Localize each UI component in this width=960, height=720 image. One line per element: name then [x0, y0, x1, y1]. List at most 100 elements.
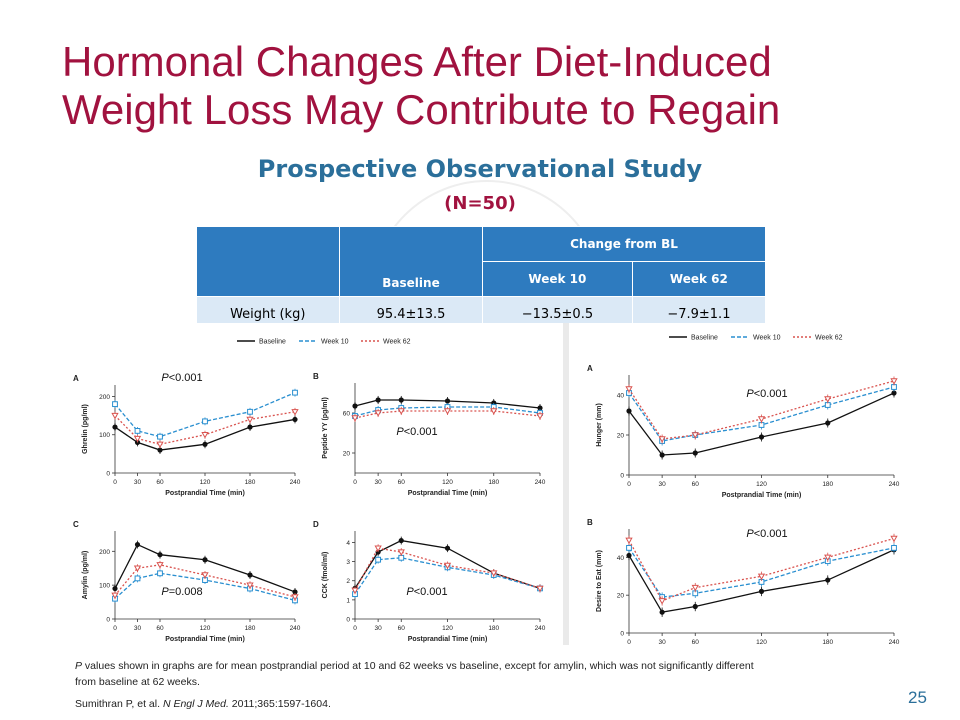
chart-4-series-0-point-2	[398, 537, 404, 544]
chart-2-series-0-point-1	[659, 452, 665, 458]
chart-2-series-2-point-2	[691, 432, 699, 439]
chart-3-series-0-point-5	[292, 589, 298, 595]
legend-left-label-0: Baseline	[259, 339, 286, 346]
chart-1-series-0-point-0	[352, 403, 358, 409]
chart-4-p-rest: <0.001	[414, 586, 448, 598]
chart-0-series-1-point-5	[292, 389, 298, 396]
chart-4-xtick-label-1: 30	[375, 625, 383, 632]
chart-3-series-2-point-2	[156, 562, 164, 569]
chart-5-series-2-point-4	[824, 554, 832, 562]
footnote: P values shown in graphs are for mean po…	[75, 658, 775, 690]
chart-3-series-0-line	[114, 543, 296, 593]
chart-5-xtick-label-5: 240	[889, 639, 900, 645]
citation-journal: N Engl J Med.	[162, 698, 229, 710]
chart-1-series-2-line	[354, 410, 541, 419]
chart-4-ytick-label-1: 1	[346, 597, 350, 604]
chart-2-xtick-label-4: 180	[822, 481, 833, 488]
chart-0-series-1-point-4	[247, 408, 253, 415]
chart-4-panel-letter: D	[313, 520, 319, 529]
chart-0-p-rest: <0.001	[169, 372, 203, 384]
chart-2-series-0-point-4	[825, 420, 831, 426]
chart-0-series-1-point-0	[112, 401, 118, 408]
chart-3-xlabel: Postprandial Time (min)	[165, 636, 245, 643]
chart-3-series-0-point-3	[202, 557, 208, 563]
chart-0-series-1-point-1	[134, 428, 141, 434]
chart-0-xtick-label-4: 180	[245, 479, 256, 486]
chart-0-xlabel: Postprandial Time (min)	[165, 490, 245, 497]
chart-5-series-2-point-1	[658, 598, 666, 605]
chart-3-ytick-label-0: 0	[106, 617, 110, 624]
chart-5-series-1-point-5	[891, 545, 897, 551]
chart-5-ytick-label-0: 0	[620, 631, 624, 638]
chart-3-series-1-point-2	[157, 570, 163, 577]
chart-0-p-value: P<0.001	[161, 372, 202, 384]
legend-left-label-2: Week 62	[383, 339, 411, 346]
chart-2-xtick-label-0: 0	[627, 481, 631, 488]
chart-2-p-rest: <0.001	[754, 388, 788, 400]
chart-1-series-0-point-5	[537, 405, 543, 411]
chart-4-xtick-label-4: 180	[488, 625, 499, 632]
chart-3-panel-letter: C	[73, 520, 79, 529]
chart-4-ytick-label-2: 2	[346, 578, 350, 585]
chart-0-ylabel: Ghrelin (pg/ml)	[82, 404, 89, 454]
chart-5-series-2-point-5	[890, 535, 898, 543]
chart-0-xtick-label-2: 60	[156, 479, 164, 486]
chart-5-ytick-label-2: 40	[617, 555, 625, 562]
chart-5-xtick-label-0: 0	[627, 639, 631, 645]
title-line-1: Hormonal Changes After Diet-Induced	[62, 38, 772, 85]
chart-4-series-1-point-1	[375, 556, 382, 563]
chart-2-series-2-point-0	[625, 386, 633, 393]
chart-2-ytick-label-1: 20	[617, 433, 625, 440]
chart-5-series-0-point-4	[825, 577, 831, 583]
chart-3-xtick-label-2: 60	[156, 625, 164, 632]
chart-0-series-1-point-3	[202, 418, 208, 425]
chart-1-xtick-label-0: 0	[353, 479, 357, 486]
chart-1-xtick-label-2: 60	[398, 479, 406, 486]
chart-0-series-0-point-2	[157, 447, 163, 453]
chart-3-series-2-point-5	[291, 594, 299, 601]
chart-1-series-0-point-2	[398, 397, 404, 403]
chart-0-series-0-line	[114, 418, 296, 451]
chart-1-xlabel: Postprandial Time (min)	[408, 490, 488, 497]
chart-0-ytick-label-2: 200	[99, 394, 110, 401]
chart-0-series-2-point-5	[291, 409, 299, 416]
chart-5-series-0-point-2	[692, 603, 698, 610]
chart-1-p-rest: <0.001	[404, 426, 438, 438]
chart-0-series-0-point-5	[292, 416, 298, 423]
chart-0-xtick-label-0: 0	[113, 479, 117, 486]
chart-2-series-0-line	[628, 392, 895, 456]
chart-2-p-letter: P	[746, 388, 754, 400]
chart-3-series-0-point-0	[112, 585, 118, 592]
chart-1-xtick-label-3: 120	[442, 479, 453, 486]
chart-5-series-2-point-2	[691, 584, 699, 592]
chart-1-ylabel: Peptide YY (pg/ml)	[322, 397, 329, 459]
chart-5-series-2-point-0	[625, 537, 633, 545]
chart-0-series-2-point-2	[156, 441, 164, 449]
chart-2-series-0-point-0	[626, 408, 632, 414]
chart-1-ytick-label-0: 20	[343, 451, 351, 458]
chart-0-xtick-label-3: 120	[200, 479, 211, 486]
chart-4-series-2-point-5	[536, 585, 544, 593]
chart-4-xtick-label-2: 60	[398, 625, 406, 632]
chart-4-series-2-point-1	[374, 545, 382, 553]
chart-1-series-2-point-0	[351, 415, 359, 422]
chart-2-series-2-line	[628, 380, 895, 440]
chart-2-ytick-label-2: 40	[617, 393, 625, 400]
chart-2-series-2-point-1	[658, 436, 666, 443]
chart-0-panel-letter: A	[73, 374, 79, 383]
chart-4-series-2-point-2	[397, 549, 405, 556]
chart-1-p-letter: P	[396, 426, 404, 438]
citation-details: 2011;365:1597-1604.	[228, 698, 331, 710]
chart-3-ylabel: Amylin (pg/ml)	[82, 551, 89, 600]
table-corner	[196, 226, 340, 297]
chart-1-series-2-point-2	[397, 408, 405, 415]
chart-1-p-value: P<0.001	[396, 426, 437, 438]
chart-0-series-2-point-4	[246, 416, 254, 424]
study-subtitle: Prospective Observational Study	[257, 155, 703, 183]
chart-2-series-2-point-3	[757, 416, 766, 423]
chart-5-xtick-label-3: 120	[756, 639, 767, 645]
chart-4-series-0-line	[354, 539, 541, 590]
chart-0-series-2-point-3	[201, 432, 209, 439]
chart-2-ylabel: Hunger (mm)	[596, 403, 603, 447]
chart-3-series-2-point-4	[246, 582, 254, 589]
